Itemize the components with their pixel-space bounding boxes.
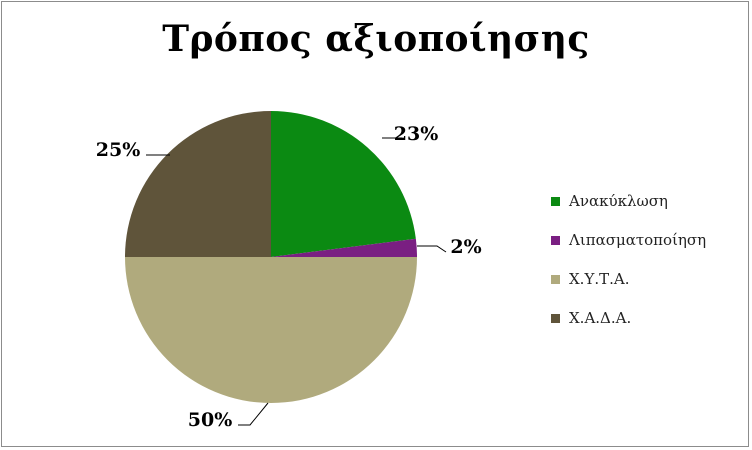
data-labels: 23% 2% 50% 25%	[96, 123, 482, 431]
legend-swatch-2	[551, 274, 560, 284]
legend-label-2: Χ.Υ.Τ.Α.	[569, 270, 630, 288]
legend-label-3: Χ.Α.Δ.Α.	[569, 309, 632, 327]
pie-slice-0	[271, 111, 416, 257]
data-label-2: 50%	[188, 409, 233, 431]
legend-label-1: Λιπασματοποίηση	[569, 231, 707, 249]
pie-slice-3	[125, 111, 271, 257]
legend: Ανακύκλωση Λιπασματοποίηση Χ.Υ.Τ.Α. Χ.Α.…	[551, 190, 706, 346]
legend-item-3: Χ.Α.Δ.Α.	[551, 307, 706, 329]
legend-swatch-0	[551, 196, 560, 206]
legend-swatch-1	[551, 235, 560, 245]
pie-slice-2	[125, 257, 417, 403]
pie-slice-1	[271, 238, 417, 257]
data-label-1: 2%	[450, 236, 481, 258]
legend-item-1: Λιπασματοποίηση	[551, 229, 706, 251]
leader-lines	[146, 137, 447, 426]
data-label-0: 23%	[394, 123, 439, 145]
data-label-3: 25%	[96, 139, 141, 161]
pie-slices	[125, 111, 417, 403]
legend-item-2: Χ.Υ.Τ.Α.	[551, 268, 706, 290]
legend-item-0: Ανακύκλωση	[551, 190, 706, 212]
chart-title: Τρόπος αξιοποίησης	[162, 18, 590, 60]
leader-line-2	[238, 402, 269, 426]
legend-swatch-3	[551, 313, 560, 323]
legend-label-0: Ανακύκλωση	[569, 192, 668, 210]
leader-line-1	[417, 245, 447, 253]
